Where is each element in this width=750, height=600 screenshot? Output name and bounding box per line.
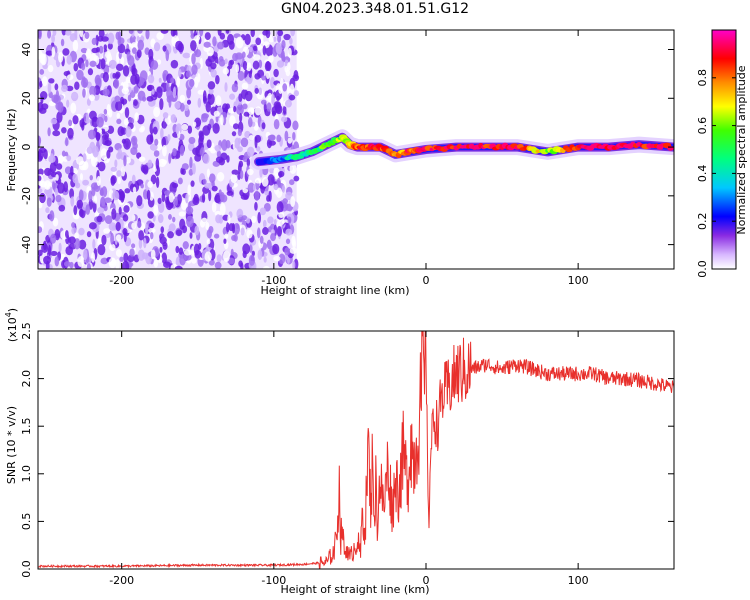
spectrogram-y-tick-label: -40	[20, 236, 33, 254]
colorbar-tick-label: 0.0	[696, 260, 709, 278]
snr-plot-area	[38, 331, 674, 569]
colorbar-tick-label: 0.4	[696, 165, 709, 183]
snr-x-tick-label: -100	[261, 574, 286, 587]
snr-x-label: Height of straight line (km)	[280, 583, 429, 596]
snr-x-tick-label: 0	[422, 574, 429, 587]
snr-multiplier-exponent: 4	[4, 312, 13, 317]
snr-y-tick-label: 2.5	[20, 322, 33, 340]
snr-axes: -200 -100 0 100 0.0 0.5 1.0 1.5 2.0 2.5	[20, 322, 674, 587]
colorbar-tick-label: 0.6	[696, 117, 709, 135]
colorbar-axes: 0.0 0.2 0.4 0.6 0.8	[696, 69, 736, 278]
figure-title: GN04.2023.348.01.51.G12	[280, 1, 470, 17]
spectrogram-x-tick-label: 0	[422, 274, 429, 287]
snr-x-tick-label: 100	[568, 574, 589, 587]
spectrogram-frame	[37, 29, 675, 270]
spectrogram-y-tick-label: 20	[20, 91, 33, 105]
colorbar-tick-label: 0.8	[696, 69, 709, 87]
spectrogram-y-tick-label: 40	[20, 43, 33, 57]
spectrogram-plot-area	[38, 30, 674, 269]
spectrogram-y-tick-label: 0	[20, 144, 33, 151]
snr-y-label: SNR (10 * v/v)	[5, 406, 18, 484]
snr-multiplier: (x104)	[4, 308, 19, 342]
spectrogram-y-tick-label: -20	[20, 187, 33, 205]
colorbar	[711, 29, 737, 270]
snr-multiplier-close: )	[6, 308, 19, 312]
snr-y-tick-label: 0.0	[20, 560, 33, 578]
svg-text:(x104): (x104)	[4, 308, 19, 342]
colorbar-tick-label: 0.2	[696, 212, 709, 230]
noise-region	[38, 30, 300, 269]
colorbar-label: Normalized spectral amplitude	[735, 65, 748, 234]
spectrogram-y-label: Frequency (Hz)	[5, 109, 18, 192]
spectrogram-x-tick-label: -200	[109, 274, 134, 287]
snr-y-tick-label: 2.0	[20, 370, 33, 388]
snr-y-tick-label: 0.5	[20, 513, 33, 531]
snr-multiplier-base: (x10	[6, 317, 19, 342]
spectrogram-x-tick-label: -100	[261, 274, 286, 287]
snr-y-tick-label: 1.0	[20, 465, 33, 483]
spectrogram-x-tick-label: 100	[568, 274, 589, 287]
snr-y-tick-label: 1.5	[20, 417, 33, 435]
snr-x-tick-label: -200	[109, 574, 134, 587]
spectrogram-x-label: Height of straight line (km)	[260, 284, 409, 297]
snr-series-line	[38, 331, 674, 569]
signal-trace	[250, 129, 674, 170]
signal-point	[667, 145, 674, 151]
snr-frame	[37, 330, 675, 570]
